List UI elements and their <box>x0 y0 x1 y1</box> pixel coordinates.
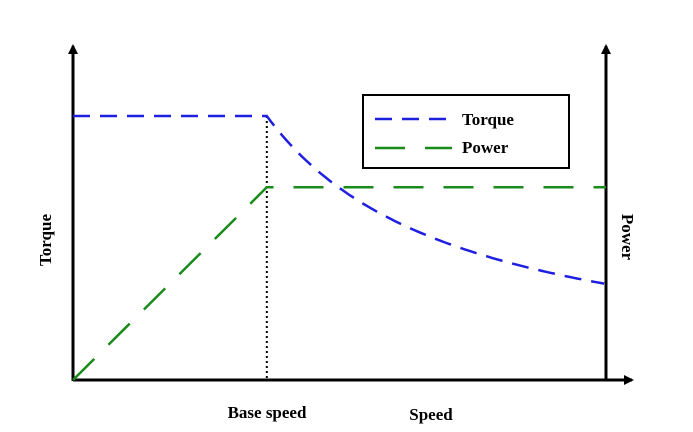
right-y-axis-label: Power <box>618 214 637 261</box>
base-speed-label: Base speed <box>228 403 307 422</box>
legend-box <box>362 94 570 169</box>
legend: Torque Power <box>362 94 570 169</box>
left-y-axis-label: Torque <box>36 214 55 266</box>
series-layer <box>72 114 606 381</box>
series-line-torque <box>73 114 605 285</box>
legend-label-power: Power <box>462 138 509 157</box>
legend-label-torque: Torque <box>462 110 514 129</box>
x-axis-label: Speed <box>409 405 453 424</box>
series-line-power <box>72 186 606 381</box>
